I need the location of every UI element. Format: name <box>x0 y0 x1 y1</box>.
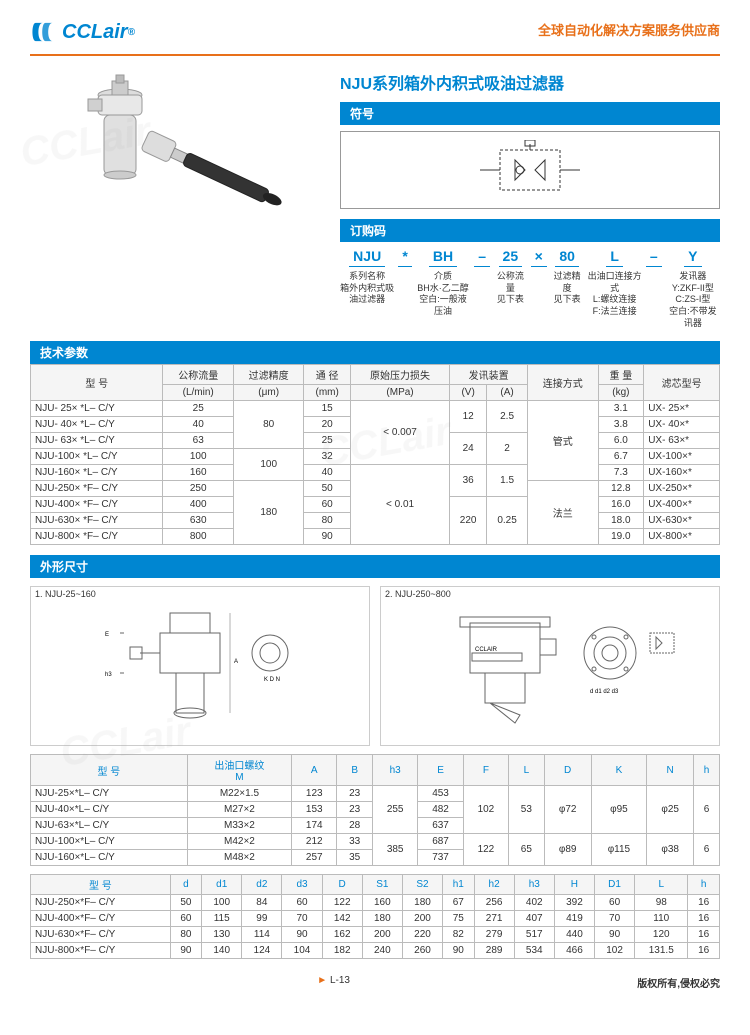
svg-text:K D N: K D N <box>264 677 280 683</box>
brand-text: CCLair <box>62 21 128 44</box>
section-ordercode: 订购码 <box>340 219 720 242</box>
brand-logo: CCLair ® <box>30 20 135 44</box>
dim-drawing-2: 2. NJU-250~800 CCLAIR <box>380 586 720 746</box>
order-code-block: NJU系列名称箱外内积式吸油过滤器*BH介质BH水·乙二醇 空白:一般液压油–2… <box>340 248 720 329</box>
svg-text:A: A <box>234 659 238 665</box>
svg-text:E: E <box>105 632 109 638</box>
svg-text:CCLAIR: CCLAIR <box>475 647 498 653</box>
symbol-diagram <box>340 131 720 209</box>
page-number: ► L-13 <box>317 975 350 990</box>
logo-icon <box>30 20 58 44</box>
section-symbol: 符号 <box>340 102 720 125</box>
divider <box>30 54 720 56</box>
section-tech: 技术参数 <box>30 341 720 364</box>
dim-table-1: 型 号出油口螺纹 MABh3EFLDKNhNJU-25×*L– C/YM22×1… <box>30 754 720 866</box>
page-title: NJU系列箱外内积式吸油过滤器 <box>340 70 720 94</box>
copyright: 版权所有,侵权必究 <box>637 975 720 990</box>
header: CCLair ® 全球自动化解决方案服务供应商 <box>30 20 720 44</box>
svg-text:d d1 d2 d3: d d1 d2 d3 <box>590 689 619 695</box>
section-dims: 外形尺寸 <box>30 555 720 578</box>
slogan: 全球自动化解决方案服务供应商 <box>538 20 720 39</box>
tech-params-table: 型 号公称流量过滤精度通 径原始压力损失发讯装置连接方式重 量滤芯型号(L/mi… <box>30 364 720 545</box>
svg-text:h3: h3 <box>105 672 112 678</box>
dim-table-2: 型 号dd1d2d3DS1S2h1h2h3HD1LhNJU-250×*F– C/… <box>30 874 720 959</box>
reg-mark: ® <box>128 27 135 38</box>
dim-drawing-1: 1. NJU-25~160 E h3 A K D N <box>30 586 370 746</box>
product-image <box>30 70 320 240</box>
